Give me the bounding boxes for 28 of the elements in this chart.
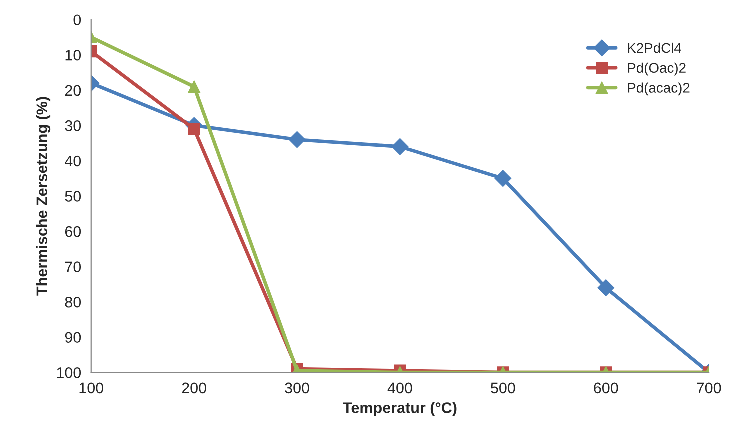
x-tick-label: 100: [80, 382, 104, 394]
x-tick-label: 400: [388, 382, 412, 394]
y-tick-label: 20: [65, 85, 82, 96]
x-tick-label: 600: [594, 382, 618, 394]
y-tick-label: 70: [65, 262, 82, 272]
y-tick-label: 50: [65, 191, 82, 202]
y-axis-title: Thermische Zersetzung (%): [36, 97, 51, 296]
y-tick-label: 30: [65, 120, 82, 132]
y-tick-label: 90: [65, 332, 82, 344]
legend-label: Pd(acac)2: [628, 82, 690, 96]
y-tick-label: 60: [65, 226, 82, 238]
legend-label: Pd(Oac)2: [628, 62, 686, 76]
x-tick-label: 200: [182, 382, 206, 394]
point: [188, 80, 200, 93]
y-tick-label: 40: [65, 156, 82, 167]
x-tick-label: 500: [491, 382, 516, 394]
legend-label: K2PdCl4: [628, 42, 682, 54]
x-tick-label: 300: [285, 382, 310, 394]
y-tick-label: 10: [66, 50, 82, 61]
point: [288, 131, 306, 148]
y-tick-label: 100: [57, 368, 82, 378]
y-tick-label: 0: [74, 14, 82, 26]
x-axis-title: Temperatur (°C): [343, 402, 457, 416]
x-tick-label: 700: [697, 382, 722, 394]
y-tick-label: 80: [65, 296, 82, 308]
point: [188, 123, 200, 136]
point: [392, 138, 409, 156]
point: [494, 170, 512, 187]
